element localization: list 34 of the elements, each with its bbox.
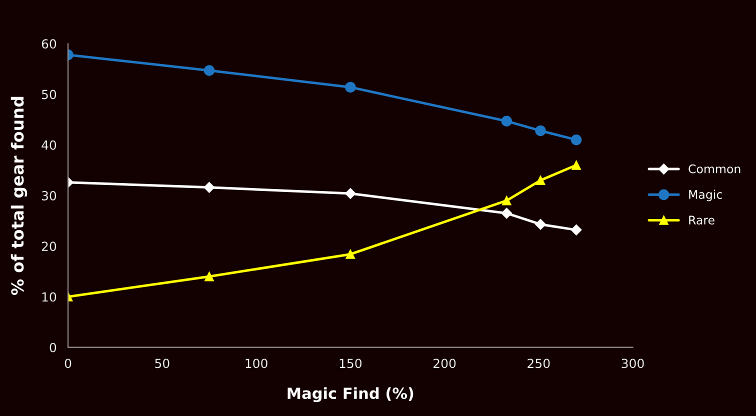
x-tick-label: 300 xyxy=(622,358,644,368)
x-tick-label: 150 xyxy=(340,358,362,368)
y-tick-label: 30 xyxy=(42,190,56,200)
point xyxy=(501,116,512,126)
x-tick-label: 0 xyxy=(64,358,72,368)
point xyxy=(204,65,215,76)
y-tick-label: 40 xyxy=(42,140,56,150)
point xyxy=(536,176,546,186)
point xyxy=(502,196,512,206)
x-tick-label: 100 xyxy=(246,358,268,368)
legend-label: Rare xyxy=(689,216,714,225)
point xyxy=(572,160,581,170)
point xyxy=(501,208,512,219)
x-axis-title: Magic Find (%) xyxy=(288,387,414,402)
point xyxy=(346,250,356,259)
y-tick-label: 60 xyxy=(42,39,56,49)
legend-label: Magic xyxy=(689,190,722,202)
y-tick-label: 20 xyxy=(42,242,56,252)
y-tick-label: 0 xyxy=(50,342,56,352)
point xyxy=(535,218,546,230)
point xyxy=(345,82,356,93)
point xyxy=(535,125,546,136)
x-tick-label: 250 xyxy=(528,358,550,368)
y-axis-title: % of total gear found xyxy=(10,96,28,295)
point xyxy=(344,188,356,199)
point xyxy=(204,182,215,193)
y-tick-label: 50 xyxy=(42,90,56,100)
point xyxy=(570,134,582,146)
x-tick-label: 50 xyxy=(155,358,170,368)
point xyxy=(204,272,214,282)
point xyxy=(570,224,582,236)
legend-label: Common xyxy=(688,164,740,174)
x-tick-label: 200 xyxy=(434,358,456,368)
y-tick-label: 10 xyxy=(42,292,56,302)
